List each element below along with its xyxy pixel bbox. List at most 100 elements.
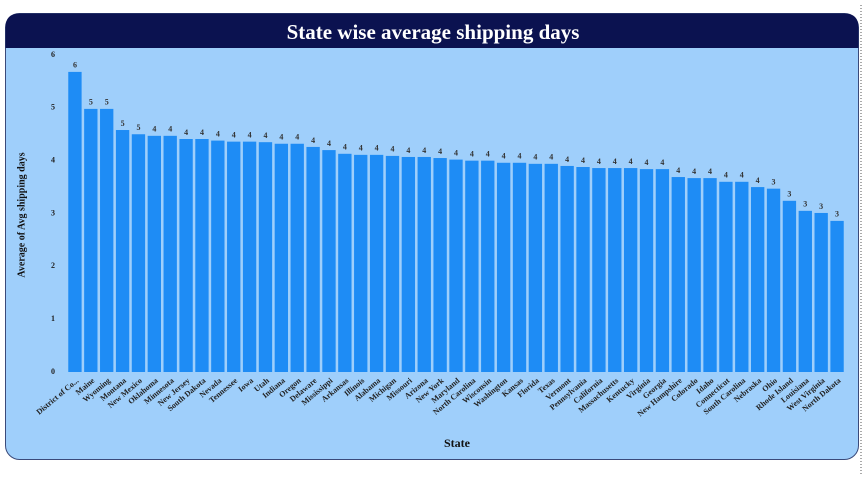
chart-title: State wise average shipping days xyxy=(287,20,580,44)
value-label: 5 xyxy=(105,98,109,107)
y-tick-label: 4 xyxy=(51,155,55,164)
bar xyxy=(195,139,209,372)
value-label: 4 xyxy=(311,136,315,145)
bar xyxy=(354,154,368,372)
bar xyxy=(496,162,511,372)
bar xyxy=(655,169,670,372)
bar xyxy=(687,178,701,372)
value-label: 3 xyxy=(772,177,776,186)
value-label: 4 xyxy=(692,167,696,176)
y-tick-label: 3 xyxy=(51,208,55,217)
value-label: 4 xyxy=(629,157,633,166)
bar xyxy=(369,154,384,372)
bar xyxy=(544,163,558,372)
value-label: 5 xyxy=(89,98,93,107)
bar xyxy=(798,210,812,372)
y-axis-title: Average of Avg shipping days xyxy=(16,152,27,277)
bar xyxy=(131,134,146,372)
y-tick-label: 1 xyxy=(51,314,55,323)
value-label: 4 xyxy=(470,149,474,158)
value-label: 4 xyxy=(406,146,410,155)
value-label: 3 xyxy=(787,190,791,199)
bar xyxy=(179,139,193,372)
value-label: 4 xyxy=(756,176,760,185)
bar xyxy=(322,150,336,372)
bar xyxy=(719,181,733,372)
bar xyxy=(385,155,400,372)
value-label: 4 xyxy=(279,133,283,142)
bar xyxy=(68,71,82,372)
bar xyxy=(512,162,527,372)
value-label: 4 xyxy=(454,148,458,157)
bar xyxy=(417,156,431,372)
bar xyxy=(274,143,289,372)
value-label: 3 xyxy=(819,202,823,211)
bar xyxy=(211,140,225,372)
value-label: 4 xyxy=(327,139,331,148)
value-label: 4 xyxy=(549,153,553,162)
value-label: 4 xyxy=(438,147,442,156)
bar xyxy=(147,135,161,372)
bar xyxy=(258,142,273,372)
bar xyxy=(449,159,463,372)
value-label: 4 xyxy=(375,144,379,153)
bar xyxy=(751,187,765,372)
bar xyxy=(338,153,352,372)
value-label: 4 xyxy=(581,156,585,165)
value-label: 4 xyxy=(740,171,744,180)
y-tick-label: 2 xyxy=(51,261,55,270)
value-label: 4 xyxy=(502,152,506,161)
bar xyxy=(592,168,606,372)
value-label: 4 xyxy=(708,167,712,176)
bar xyxy=(671,177,685,372)
value-label: 4 xyxy=(263,131,267,140)
bar xyxy=(100,108,114,372)
value-label: 4 xyxy=(645,158,649,167)
x-axis-title: State xyxy=(444,436,471,450)
bar xyxy=(242,141,257,372)
bar xyxy=(84,108,98,372)
value-label: 4 xyxy=(295,133,299,142)
bar xyxy=(227,141,241,372)
bar xyxy=(639,169,654,372)
bar xyxy=(481,160,495,372)
y-tick-label: 6 xyxy=(51,50,55,59)
value-label: 4 xyxy=(533,153,537,162)
value-label: 4 xyxy=(390,145,394,154)
bar xyxy=(163,135,177,372)
value-label: 4 xyxy=(660,158,664,167)
bar xyxy=(782,200,797,372)
y-tick-label: 5 xyxy=(51,103,55,112)
value-label: 4 xyxy=(597,157,601,166)
value-label: 4 xyxy=(486,149,490,158)
header-bar xyxy=(5,13,859,48)
value-label: 4 xyxy=(248,130,252,139)
value-label: 5 xyxy=(136,123,140,132)
bar xyxy=(830,220,844,372)
value-label: 4 xyxy=(724,171,728,180)
value-label: 4 xyxy=(676,166,680,175)
bar xyxy=(623,168,638,372)
bar xyxy=(528,163,543,372)
value-label: 4 xyxy=(168,125,172,134)
bar xyxy=(433,158,447,372)
bar xyxy=(576,167,590,372)
value-label: 4 xyxy=(343,143,347,152)
bar xyxy=(560,165,574,372)
bar xyxy=(766,188,781,372)
bar xyxy=(814,212,828,372)
bar xyxy=(290,143,304,372)
bar xyxy=(465,160,479,372)
value-label: 3 xyxy=(803,200,807,209)
value-label: 3 xyxy=(835,210,839,219)
bar xyxy=(735,181,749,372)
value-label: 4 xyxy=(613,157,617,166)
value-label: 4 xyxy=(518,152,522,161)
y-tick-label: 0 xyxy=(51,367,55,376)
bar xyxy=(703,178,717,372)
value-label: 4 xyxy=(232,130,236,139)
value-label: 4 xyxy=(422,146,426,155)
value-label: 4 xyxy=(216,129,220,138)
bar xyxy=(401,156,416,372)
